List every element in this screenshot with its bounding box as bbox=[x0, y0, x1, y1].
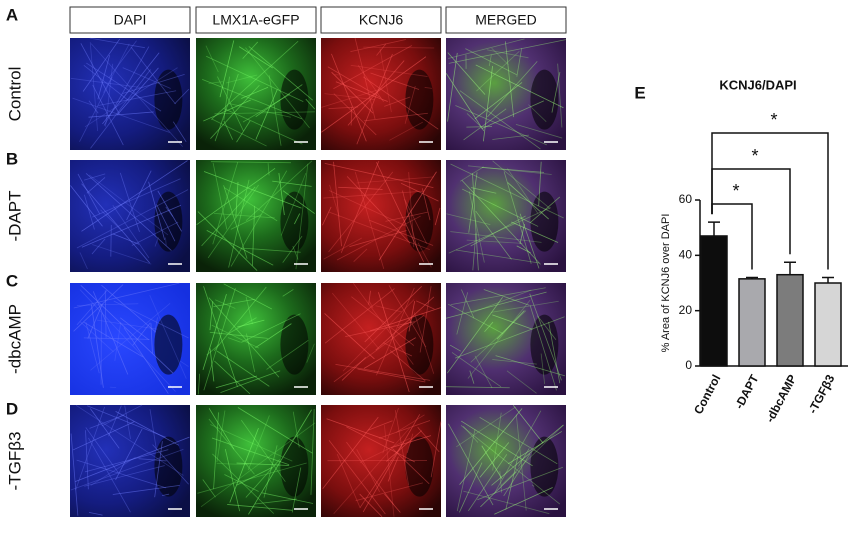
dark-region bbox=[530, 192, 558, 252]
row-label: -TGFβ3 bbox=[5, 432, 24, 491]
dark-region bbox=[280, 315, 308, 375]
significance-label: * bbox=[751, 146, 758, 166]
dark-region bbox=[405, 315, 433, 375]
row-label: -DAPT bbox=[5, 191, 24, 242]
y-tick-label: 40 bbox=[679, 248, 693, 262]
row-label: -dbcAMP bbox=[5, 304, 24, 374]
significance-label: * bbox=[732, 181, 739, 201]
x-tick-label: Control bbox=[691, 372, 723, 416]
column-header: KCNJ6 bbox=[359, 12, 404, 28]
micrographs: DAPI LMX1A-eGFP KCNJ6 MERGED A B C D E Control -DA… bbox=[5, 5, 645, 517]
bar bbox=[777, 275, 803, 366]
significance-label: * bbox=[770, 110, 777, 130]
dark-region bbox=[154, 192, 182, 252]
x-tick-label: -DAPT bbox=[732, 372, 762, 412]
row-label: Control bbox=[5, 67, 24, 122]
dark-region bbox=[280, 192, 308, 252]
bar bbox=[815, 283, 841, 366]
panel-letter: C bbox=[6, 271, 18, 290]
fiber bbox=[351, 107, 352, 126]
y-axis-label: % Area of KCNJ6 over DAPI bbox=[660, 214, 672, 353]
panel-letter: B bbox=[6, 149, 18, 168]
x-tick-label: -dbcAMP bbox=[763, 372, 800, 424]
error-bar bbox=[708, 222, 720, 236]
error-bar bbox=[784, 262, 796, 274]
y-tick-label: 20 bbox=[679, 303, 693, 317]
bar bbox=[701, 236, 727, 366]
column-header: LMX1A-eGFP bbox=[212, 12, 299, 28]
bar-chart: KCNJ6/DAPI % Area of KCNJ6 over DAPI 0 20 40… bbox=[660, 77, 848, 424]
dark-region bbox=[405, 70, 433, 130]
chart-title: KCNJ6/DAPI bbox=[719, 77, 796, 92]
y-tick-label: 0 bbox=[685, 358, 692, 372]
panel-letter: D bbox=[6, 399, 18, 418]
dark-region bbox=[530, 437, 558, 497]
bar bbox=[739, 279, 765, 366]
significance-bracket bbox=[712, 133, 828, 269]
y-tick-label: 60 bbox=[679, 192, 693, 206]
x-tick-label: -TGFβ3 bbox=[805, 372, 837, 416]
panel-letter: A bbox=[6, 5, 18, 24]
error-bar bbox=[822, 277, 834, 283]
fiber bbox=[110, 387, 116, 388]
dark-region bbox=[530, 315, 558, 375]
panel-letter: E bbox=[634, 83, 645, 102]
column-header: MERGED bbox=[475, 12, 536, 28]
column-header: DAPI bbox=[114, 12, 147, 28]
